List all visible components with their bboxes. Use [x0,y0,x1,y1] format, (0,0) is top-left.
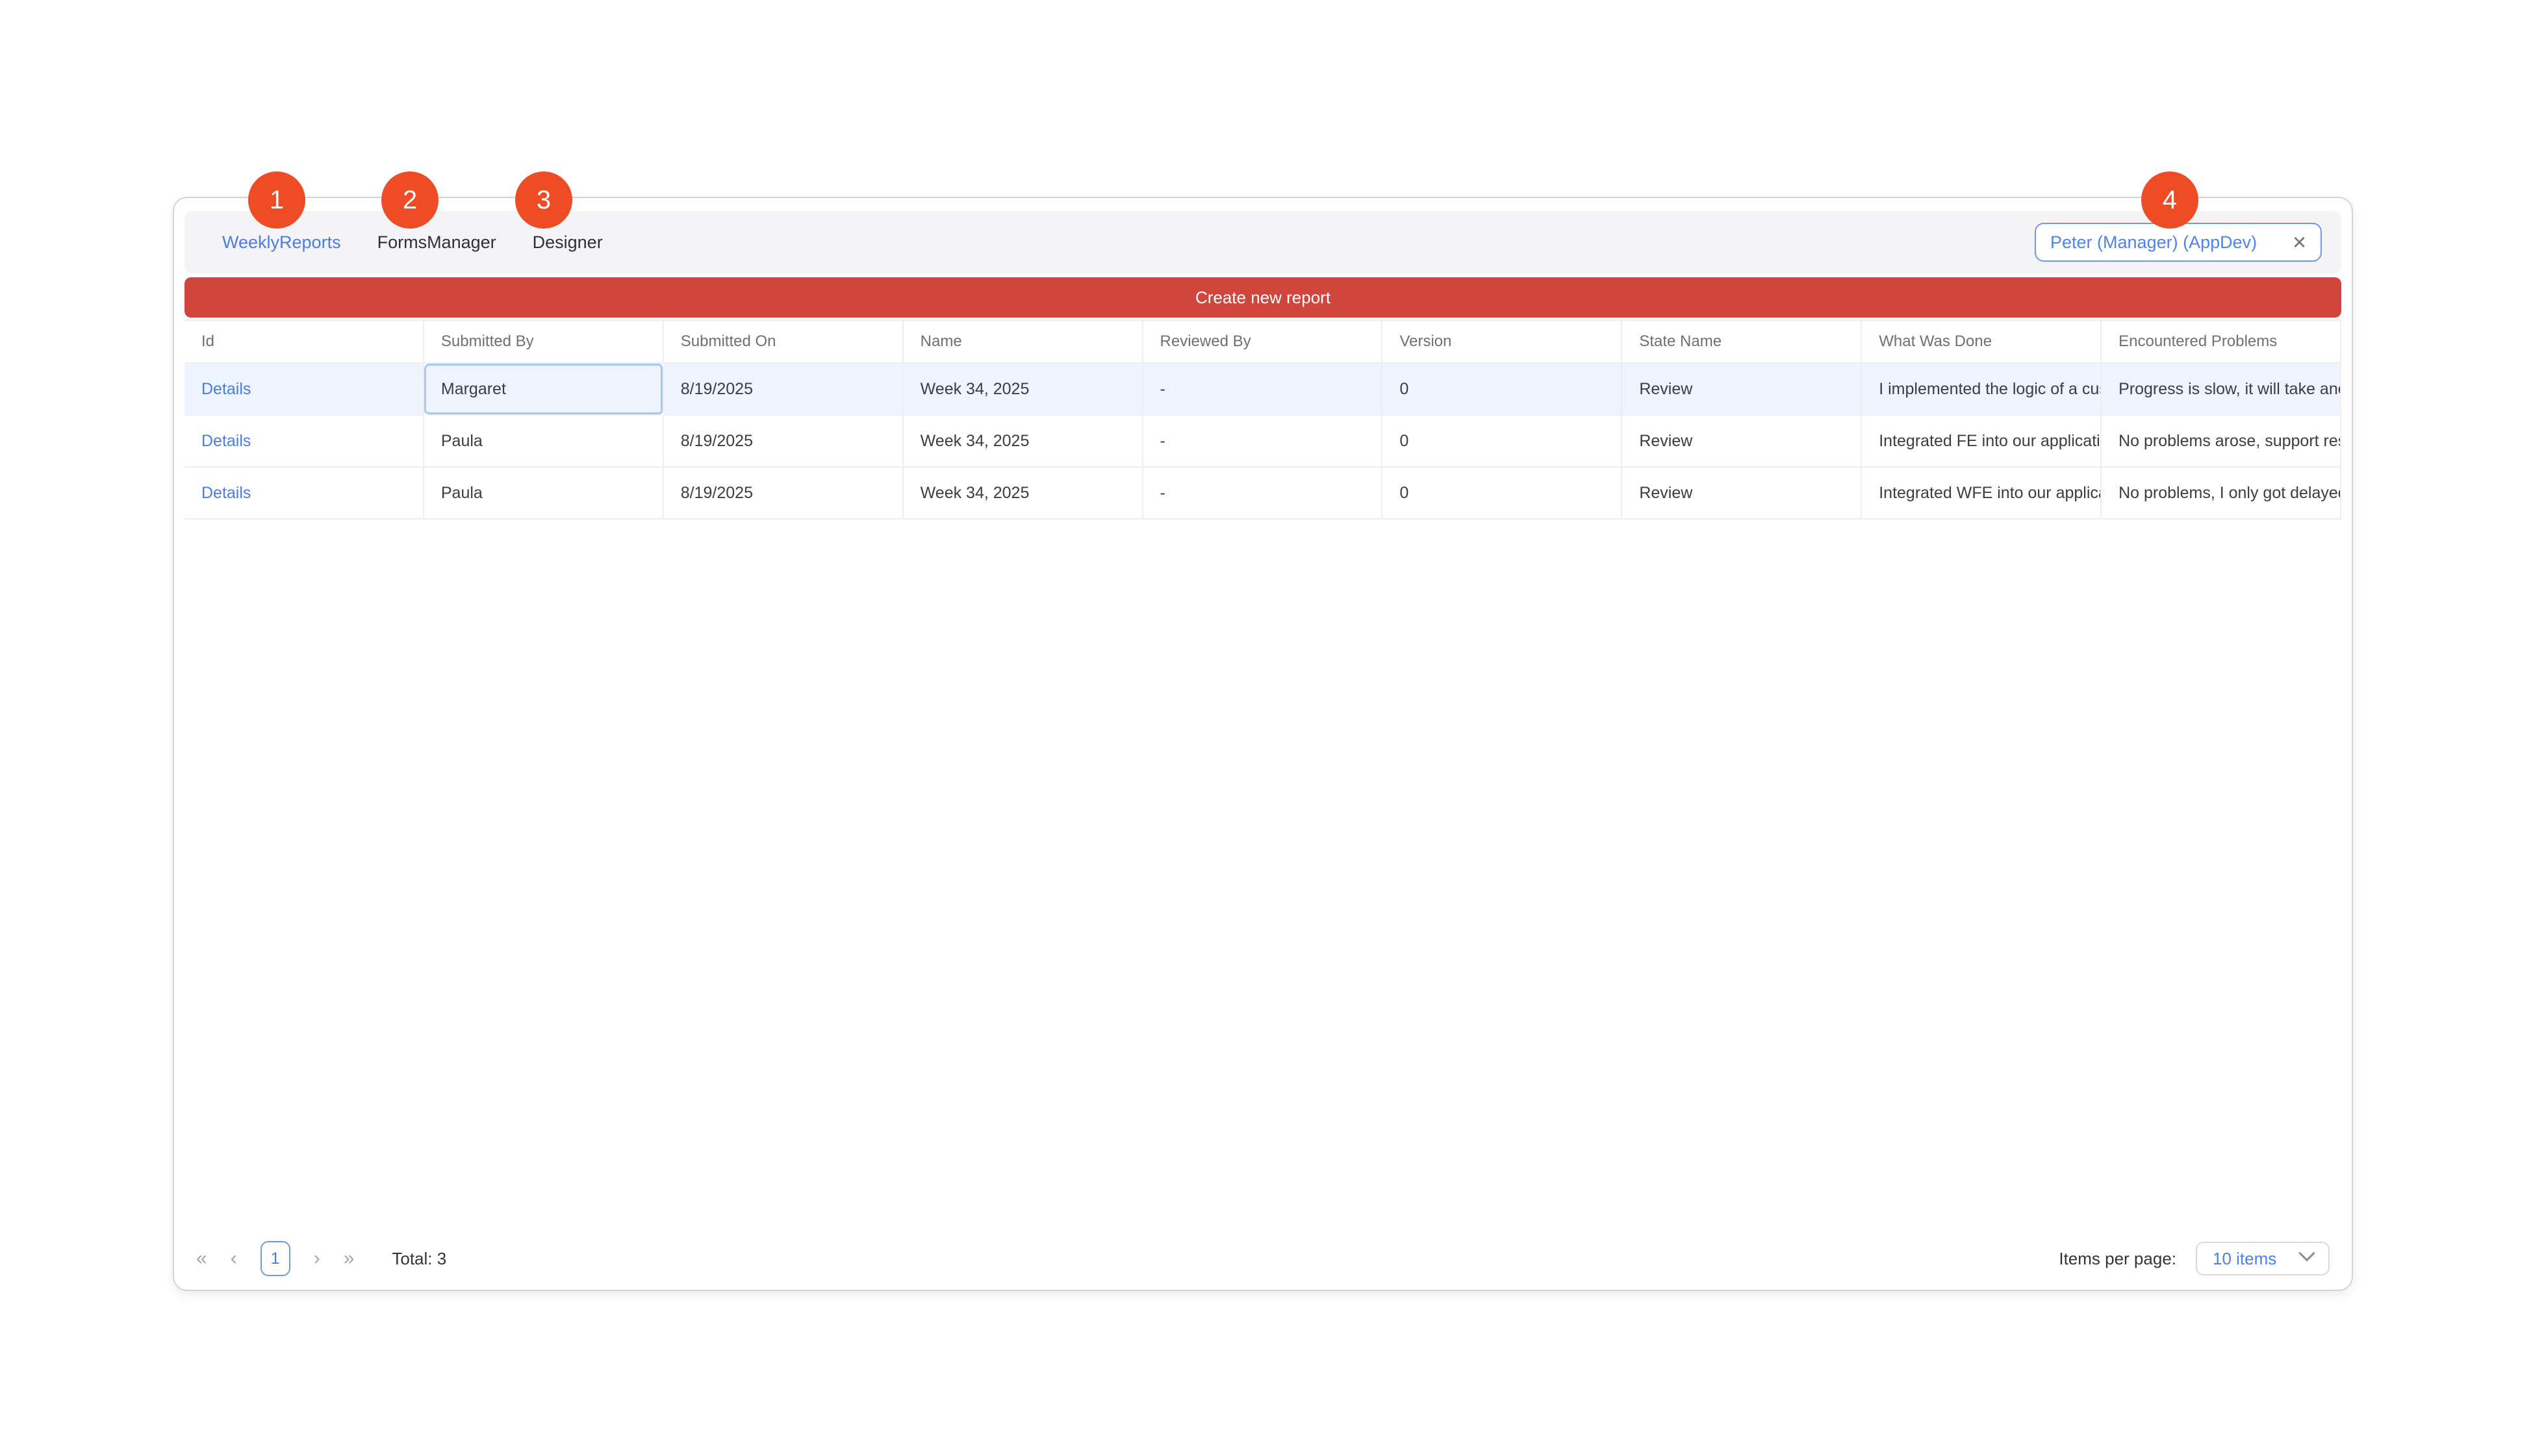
weekly-reports-panel: WeeklyReports FormsManager Designer Pete… [173,197,2353,1291]
column-header-version: Version [1382,321,1623,364]
cell-submitted-on[interactable]: 8/19/2025 [663,468,904,520]
cell-what-was-done[interactable]: I implemented the logic of a custom [1862,364,2102,416]
next-page-button[interactable]: › [313,1248,320,1269]
cell-id: Details [184,416,424,468]
cell-reviewed-by[interactable]: - [1143,416,1383,468]
cell-name[interactable]: Week 34, 2025 [903,364,1143,416]
details-link[interactable]: Details [201,431,251,450]
tab-bar: WeeklyReports FormsManager Designer [222,232,603,253]
cell-reviewed-by[interactable]: - [1143,468,1383,520]
cell-state-name[interactable]: Review [1622,416,1863,468]
tab-formsmanager[interactable]: FormsManager [377,232,496,252]
table-row: Details Paula 8/19/2025 Week 34, 2025 - … [184,416,2341,468]
clear-icon[interactable]: × [2292,229,2306,255]
cell-encountered-problems[interactable]: No problems arose, support resp [2102,416,2341,468]
annotation-badge-2: 2 [381,171,439,229]
cell-id: Details [184,364,424,416]
last-page-button[interactable]: » [343,1248,355,1269]
pagination: « ‹ 1 › » Total: 3 [196,1241,446,1276]
column-header-state-name: State Name [1622,321,1863,364]
column-header-encountered-problems: Encountered Problems [2102,321,2341,364]
items-per-page-value: 10 items [2213,1248,2277,1268]
create-new-report-button[interactable]: Create new report [184,277,2341,318]
user-filter-value: Peter (Manager) (AppDev) [2050,232,2258,252]
tab-weeklyreports[interactable]: WeeklyReports [222,232,341,252]
cell-submitted-by[interactable]: Paula [424,468,664,520]
column-header-submitted-on: Submitted On [663,321,904,364]
chevron-down-icon [2298,1245,2315,1262]
current-page-button[interactable]: 1 [260,1241,290,1276]
items-per-page-select[interactable]: 10 items [2196,1242,2330,1275]
column-header-what-was-done: What Was Done [1862,321,2102,364]
first-page-button[interactable]: « [196,1248,207,1269]
cell-submitted-by[interactable]: Margaret [424,364,664,416]
details-link[interactable]: Details [201,483,251,502]
cell-encountered-problems[interactable]: Progress is slow, it will take another [2102,364,2341,416]
user-filter-select[interactable]: Peter (Manager) (AppDev) × [2035,223,2322,262]
annotation-badge-3: 3 [515,171,572,229]
total-count: Total: 3 [392,1248,447,1268]
column-header-name: Name [903,321,1143,364]
cell-reviewed-by[interactable]: - [1143,364,1383,416]
tab-designer[interactable]: Designer [532,232,603,252]
table-row: Details Paula 8/19/2025 Week 34, 2025 - … [184,468,2341,520]
table-footer: « ‹ 1 › » Total: 3 Items per page: 10 it… [184,1238,2341,1279]
cell-state-name[interactable]: Review [1622,468,1863,520]
cell-version[interactable]: 0 [1382,364,1623,416]
column-header-submitted-by: Submitted By [424,321,664,364]
cell-submitted-by[interactable]: Paula [424,416,664,468]
table-row: Details Margaret 8/19/2025 Week 34, 2025… [184,364,2341,416]
table-header-row: Id Submitted By Submitted On Name Review… [184,321,2341,364]
cell-name[interactable]: Week 34, 2025 [903,468,1143,520]
items-per-page-label: Items per page: [2059,1248,2176,1268]
cell-encountered-problems[interactable]: No problems, I only got delayed [2102,468,2341,520]
cell-what-was-done[interactable]: Integrated WFE into our applicati [1862,468,2102,520]
column-header-reviewed-by: Reviewed By [1143,321,1383,364]
cell-id: Details [184,468,424,520]
column-header-id: Id [184,321,424,364]
cell-name[interactable]: Week 34, 2025 [903,416,1143,468]
reports-table: Id Submitted By Submitted On Name Review… [184,320,2341,520]
cell-submitted-on[interactable]: 8/19/2025 [663,364,904,416]
header-band: WeeklyReports FormsManager Designer Pete… [184,211,2341,273]
cell-submitted-on[interactable]: 8/19/2025 [663,416,904,468]
cell-state-name[interactable]: Review [1622,364,1863,416]
details-link[interactable]: Details [201,379,251,398]
cell-version[interactable]: 0 [1382,416,1623,468]
cell-version[interactable]: 0 [1382,468,1623,520]
annotation-badge-4: 4 [2141,171,2198,229]
annotation-badge-1: 1 [248,171,305,229]
prev-page-button[interactable]: ‹ [230,1248,237,1269]
cell-what-was-done[interactable]: Integrated FE into our application [1862,416,2102,468]
items-per-page: Items per page: 10 items [2059,1242,2330,1275]
